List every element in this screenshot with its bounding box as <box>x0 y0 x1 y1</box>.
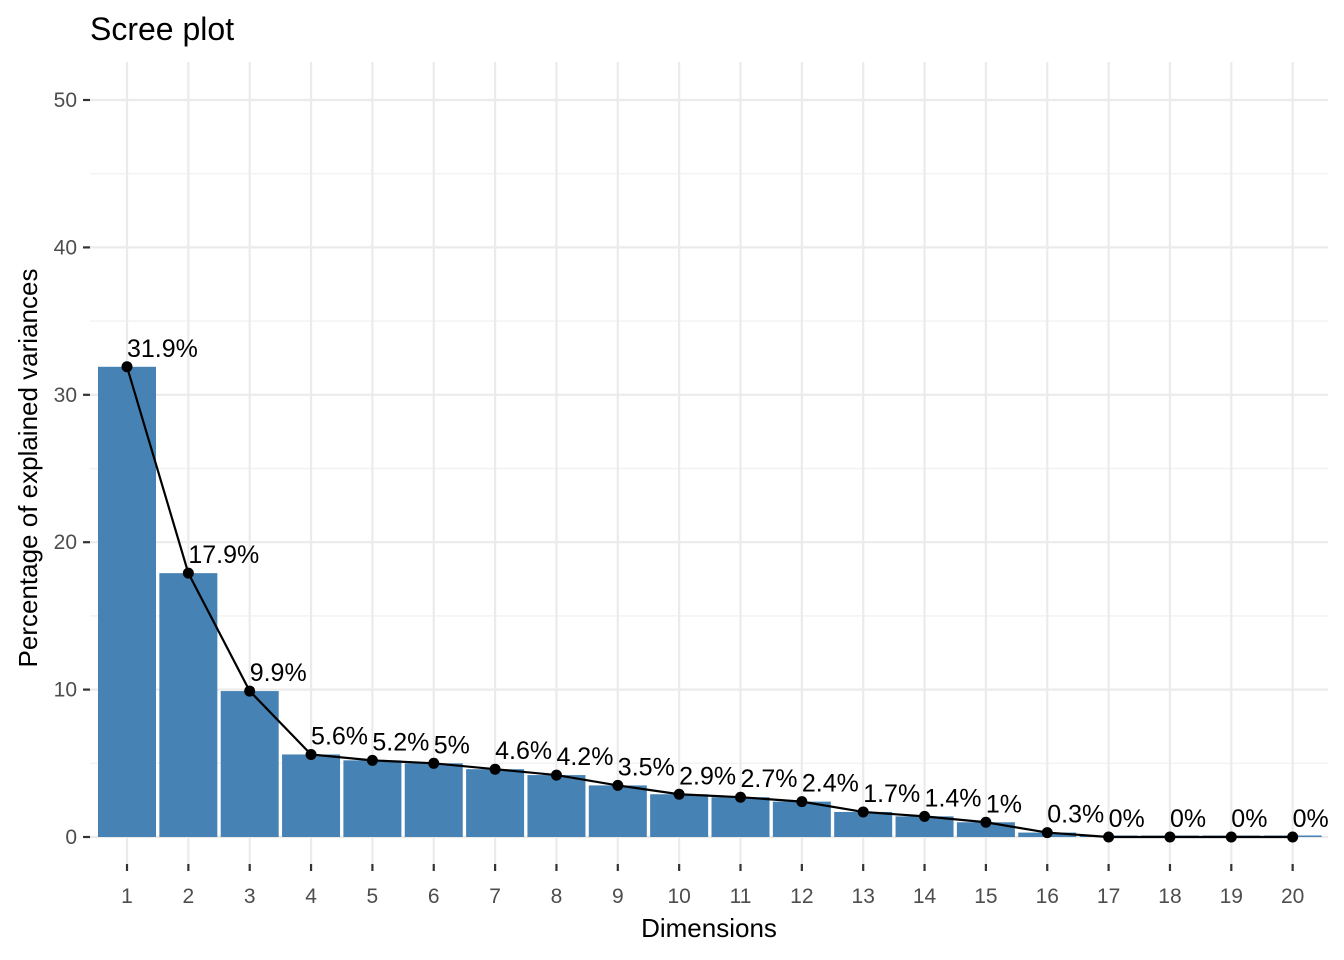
data-point <box>182 567 194 579</box>
x-axis: 1 2 3 4 5 6 7 8 9 10 11 12 13 14 15 16 17 18 19 20 <box>121 864 1304 908</box>
bar <box>895 816 954 837</box>
data-label: 31.9% <box>127 335 198 363</box>
data-label: 0% <box>1231 805 1267 833</box>
x-tick-label: 1 <box>121 885 133 908</box>
x-tick-label: 2 <box>183 885 195 908</box>
bar <box>159 573 218 837</box>
x-tick-label: 10 <box>667 885 690 908</box>
x-tick-label: 16 <box>1036 885 1059 908</box>
y-tick-label: 30 <box>54 384 77 407</box>
data-point <box>1164 831 1176 843</box>
y-tick-label: 0 <box>65 826 77 849</box>
bar <box>650 794 709 837</box>
data-label: 3.5% <box>618 753 675 781</box>
bar <box>588 785 647 837</box>
data-point <box>612 779 624 791</box>
bar <box>956 822 1015 837</box>
data-label: 2.4% <box>802 770 859 798</box>
trend-line <box>125 366 1293 839</box>
bar <box>466 769 525 837</box>
data-point <box>1287 831 1299 843</box>
data-point <box>796 796 808 808</box>
bar <box>404 763 463 837</box>
x-tick-label: 5 <box>367 885 379 908</box>
y-axis-title: Percentage of explained variances <box>13 269 43 668</box>
data-point <box>857 806 869 818</box>
bar <box>220 691 279 837</box>
x-tick-label: 14 <box>913 885 937 908</box>
bar <box>711 797 770 837</box>
data-point <box>735 791 746 803</box>
data-point <box>1225 831 1237 843</box>
x-tick-label: 15 <box>974 885 997 908</box>
data-label: 2.9% <box>679 762 736 790</box>
chart-title: Scree plot <box>90 11 234 47</box>
data-label: 1% <box>986 790 1022 818</box>
x-tick-label: 20 <box>1281 885 1304 908</box>
x-tick-label: 18 <box>1158 885 1181 908</box>
bar <box>343 760 402 837</box>
bar <box>282 754 341 837</box>
data-label: 0% <box>1170 805 1206 833</box>
y-tick-label: 20 <box>54 531 77 554</box>
y-tick-label: 40 <box>54 236 77 259</box>
x-tick-label: 12 <box>790 885 813 908</box>
x-axis-title: Dimensions <box>641 913 777 943</box>
data-label: 5.2% <box>372 728 429 756</box>
data-label: 1.7% <box>863 780 920 808</box>
data-label: 0% <box>1293 805 1329 833</box>
data-label: 9.9% <box>250 659 307 687</box>
x-tick-label: 13 <box>852 885 875 908</box>
data-point <box>980 816 992 828</box>
series-line <box>125 366 1293 839</box>
x-tick-label: 19 <box>1220 885 1243 908</box>
bar <box>98 366 156 837</box>
x-tick-label: 3 <box>244 885 256 908</box>
data-point <box>366 754 378 766</box>
x-tick-label: 9 <box>612 885 624 908</box>
data-point <box>673 788 685 800</box>
data-point <box>1103 831 1115 843</box>
y-tick-label: 50 <box>54 89 77 112</box>
x-tick-label: 11 <box>730 885 752 908</box>
x-tick-label: 6 <box>428 885 440 908</box>
x-tick-label: 4 <box>305 885 317 908</box>
data-label: 5% <box>434 731 470 759</box>
data-points <box>121 361 1299 843</box>
data-label: 1.4% <box>925 784 982 812</box>
data-labels: 31.9% 17.9% 9.9% 5.6% 5.2% 5% 4.6% 4.2% 3.5% 2.9%… <box>127 335 1329 833</box>
data-point <box>305 748 317 760</box>
data-label: 4.6% <box>495 737 552 765</box>
data-point <box>489 763 501 775</box>
x-tick-label: 8 <box>551 885 563 908</box>
bar <box>772 801 831 837</box>
data-label: 4.2% <box>556 743 613 771</box>
data-point <box>550 769 562 781</box>
data-point <box>121 361 133 373</box>
data-label: 0% <box>1109 805 1145 833</box>
data-point <box>919 810 931 822</box>
data-label: 0.3% <box>1047 801 1104 829</box>
data-label: 17.9% <box>188 541 259 569</box>
data-label: 2.7% <box>741 765 798 793</box>
y-axis: 0 10 20 30 40 50 <box>54 89 90 849</box>
data-point <box>1041 827 1053 839</box>
data-point <box>428 757 440 769</box>
data-label: 5.6% <box>311 722 368 750</box>
bar <box>527 775 586 837</box>
x-tick-label: 17 <box>1097 885 1120 908</box>
data-point <box>244 685 256 697</box>
y-tick-label: 10 <box>54 679 77 702</box>
x-tick-label: 7 <box>489 885 501 908</box>
